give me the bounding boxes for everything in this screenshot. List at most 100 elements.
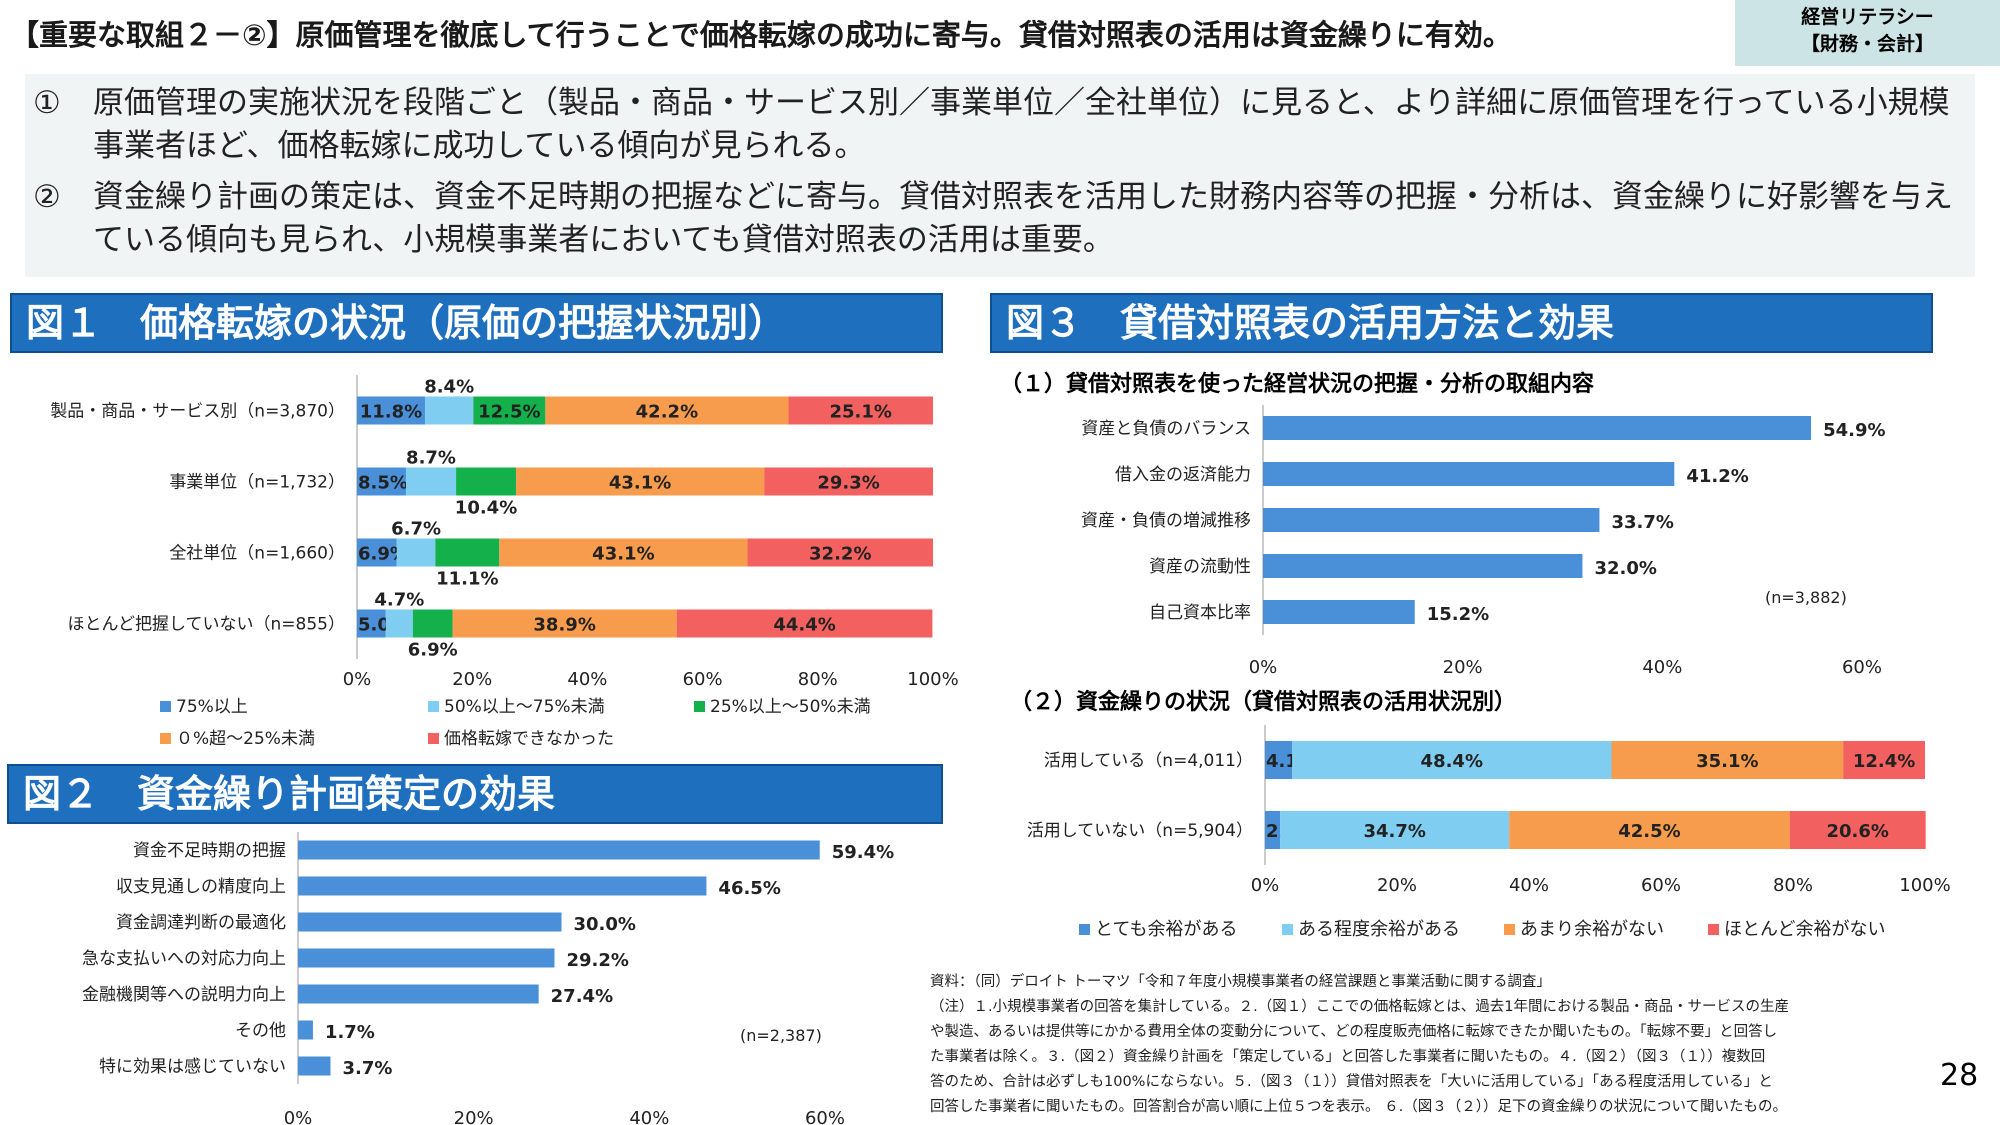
summary-text: 資金繰り計画の策定は、資金不足時期の把握などに寄与。貸借対照表を活用した財務内容… bbox=[93, 179, 1953, 258]
bar-segment bbox=[412, 609, 453, 638]
bar-segment bbox=[676, 609, 933, 638]
bar bbox=[298, 912, 562, 932]
legend-swatch bbox=[1504, 924, 1515, 935]
data-label: 38.9% bbox=[533, 615, 595, 636]
bar bbox=[298, 948, 555, 968]
bar-segment bbox=[456, 467, 516, 496]
data-label: 11.1% bbox=[436, 569, 498, 590]
data-label: 15.2% bbox=[1427, 604, 1489, 625]
bar bbox=[1263, 600, 1415, 624]
bar-segment bbox=[1509, 811, 1790, 849]
bar-segment bbox=[385, 609, 413, 638]
legend-swatch bbox=[694, 701, 705, 712]
data-label: 20.6% bbox=[1826, 821, 1888, 842]
page-title: 【重要な取組２－②】原価管理を徹底して行うことで価格転嫁の成功に寄与。貸借対照表… bbox=[10, 18, 1512, 52]
data-label: 8.5% bbox=[358, 473, 408, 494]
legend-swatch bbox=[1282, 924, 1293, 935]
footnote: 資料：（同）デロイト トーマツ「令和７年度小規模事業者の経営課題と事業活動に関す… bbox=[930, 970, 1920, 1120]
bar-segment bbox=[405, 467, 457, 496]
data-label: 33.7% bbox=[1611, 512, 1673, 533]
fig3-banner: 図３ 貸借対照表の活用方法と効果 bbox=[990, 293, 1933, 353]
tick-label: 60% bbox=[805, 1108, 845, 1125]
footnote-line: や製造、あるいは提供等にかかる費用全体の変動分について、どの程度販売価格に転嫁で… bbox=[930, 1024, 1778, 1040]
fig3-1-subtitle: （１）貸借対照表を使った経営状況の把握・分析の取組内容 bbox=[1000, 372, 1595, 397]
category-label: 資金不足時期の把握 bbox=[133, 841, 286, 861]
tick-label: 20% bbox=[1443, 657, 1483, 678]
bar bbox=[298, 840, 820, 860]
fig2-banner: 図２ 資金繰り計画策定の効果 bbox=[7, 764, 943, 824]
bar-segment bbox=[1265, 811, 1281, 849]
data-label: 43.1% bbox=[609, 473, 671, 494]
footnote-line: 回答した事業者に聞いたもの。回答割合が高い順に上位５つを表示。 ６.（図３（２）… bbox=[930, 1099, 1788, 1115]
category-label: 活用していない（n=5,904） bbox=[1027, 821, 1253, 841]
tick-label: 0% bbox=[284, 1108, 313, 1125]
tick-label: 60% bbox=[1641, 875, 1681, 896]
bar bbox=[1263, 554, 1583, 578]
fig2-chart: 資金不足時期の把握 59.4% 収支見通しの精度向上 46.5% 資金調達判断の最適化 3… bbox=[82, 832, 894, 1125]
tick-label: 20% bbox=[452, 669, 492, 690]
tick-label: 0% bbox=[1249, 657, 1278, 678]
fig3-1-chart: 資産と負債のバランス 54.9% 借入金の返済能力 41.2% 資産・負債の増減推移 33… bbox=[1081, 405, 1886, 678]
tick-label: 40% bbox=[1509, 875, 1549, 896]
page-number: 28 bbox=[1940, 1058, 1979, 1093]
category-label: 収支見通しの精度向上 bbox=[116, 877, 286, 897]
category-label: 金融機関等への説明力向上 bbox=[82, 985, 286, 1005]
category-label: 活用している（n=4,011） bbox=[1044, 751, 1253, 771]
bar-segment bbox=[1611, 741, 1844, 779]
bar bbox=[1263, 462, 1675, 486]
legend-label: 25%以上～50%未満 bbox=[710, 697, 871, 717]
tick-label: 0% bbox=[343, 669, 372, 690]
data-label: 3.7% bbox=[342, 1058, 392, 1079]
legend-label: 50%以上～75%未満 bbox=[444, 697, 605, 717]
data-label: 59.4% bbox=[832, 842, 894, 863]
bar bbox=[298, 876, 707, 896]
tick-label: 0% bbox=[1251, 875, 1280, 896]
data-label: 48.4% bbox=[1421, 751, 1483, 772]
bar-segment bbox=[473, 396, 546, 425]
legend-swatch bbox=[160, 733, 171, 744]
legend-label: ０%超～25%未満 bbox=[176, 729, 315, 749]
footnote-line: た事業者は除く。３.（図２）資金繰り計画を「策定している」と回答した事業者に聞い… bbox=[930, 1049, 1766, 1065]
bar bbox=[298, 1020, 313, 1040]
fig2-sample-note: (n=2,387) bbox=[740, 1026, 822, 1045]
tick-label: 80% bbox=[1773, 875, 1813, 896]
footnote-line: 資料：（同）デロイト トーマツ「令和７年度小規模事業者の経営課題と事業活動に関す… bbox=[930, 974, 1551, 990]
category-label: ほとんど把握していない（n=855） bbox=[68, 615, 345, 635]
summary-text: 原価管理の実施状況を段階ごと（製品・商品・サービス別／事業単位／全社単位）に見る… bbox=[93, 85, 1950, 164]
tick-label: 40% bbox=[629, 1108, 669, 1125]
summary-number: ② bbox=[33, 179, 61, 215]
bar-segment bbox=[747, 538, 933, 567]
data-label: 46.5% bbox=[718, 878, 780, 899]
tick-label: 60% bbox=[683, 669, 723, 690]
bar-segment bbox=[788, 396, 933, 425]
tick-label: 20% bbox=[1377, 875, 1417, 896]
footnote-line: （注）１.小規模事業者の回答を集計している。２.（図１）ここでの価格転嫁とは、過… bbox=[930, 999, 1790, 1015]
data-label: 27.4% bbox=[551, 986, 613, 1007]
bar bbox=[1263, 508, 1600, 532]
legend-swatch bbox=[1708, 924, 1719, 935]
bar-segment bbox=[396, 538, 436, 567]
data-label: 6.9% bbox=[408, 640, 458, 661]
category-label: 全社単位（n=1,660） bbox=[169, 544, 345, 564]
bar-segment bbox=[1843, 741, 1925, 779]
category-label: 借入金の返済能力 bbox=[1115, 465, 1251, 485]
data-label: 6.7% bbox=[391, 519, 441, 540]
data-label: 30.0% bbox=[574, 914, 636, 935]
category-label: 資産・負債の増減推移 bbox=[1081, 511, 1251, 531]
data-label: 12.4% bbox=[1853, 751, 1915, 772]
bar-segment bbox=[545, 396, 789, 425]
tick-label: 100% bbox=[1899, 875, 1950, 896]
legend-label: 75%以上 bbox=[176, 697, 248, 717]
data-label: 6.9% bbox=[358, 544, 408, 565]
bar-segment bbox=[1292, 741, 1612, 779]
legend-label: ある程度余裕がある bbox=[1298, 919, 1460, 940]
badge-line-1: 経営リテラシー bbox=[1801, 6, 1934, 28]
legend-label: 価格転嫁できなかった bbox=[444, 729, 614, 749]
legend-label: あまり余裕がない bbox=[1520, 919, 1664, 940]
category-label: その他 bbox=[235, 1021, 286, 1041]
fig3-1-sample-note: (n=3,882) bbox=[1765, 588, 1847, 607]
category-label: 資産の流動性 bbox=[1149, 557, 1251, 577]
data-label: 32.2% bbox=[809, 544, 871, 565]
bar-segment bbox=[357, 467, 406, 496]
data-label: 8.4% bbox=[424, 377, 474, 398]
